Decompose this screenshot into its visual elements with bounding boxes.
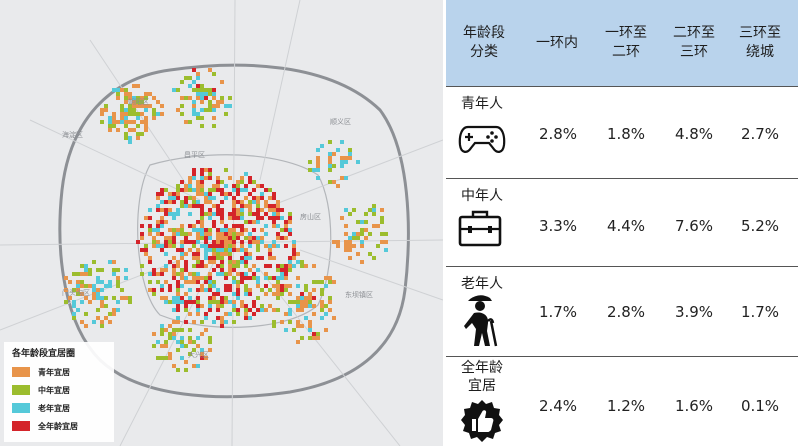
district-label: 大兴区 [188,351,209,359]
row-label: 中年人 [461,188,503,204]
cell-value: 3.3% [538,217,578,235]
gamepad-icon [458,125,506,153]
city-map: 朝阳区 海淀区 顺义区 昌平区 房山区 门头沟区 东坝镇区 大兴区 各年龄段宜居… [0,0,443,446]
third-ring-road [137,154,332,328]
table-header: 年龄段 分类 一环内 一环至 二环 二环至 三环 三环至 绕城 [446,0,798,86]
briefcase-icon [458,210,502,247]
cell-value: 1.8% [606,125,646,143]
outer-ring-road [58,63,410,399]
header-ring-2-3: 二环至 三环 [673,25,715,60]
table-row-middle-age: 中年人 3.3% 4.4% 7.6% 5.2% [446,178,798,266]
elderly-person-icon [464,295,498,347]
cell-value: 3.9% [674,303,714,321]
district-label: 东坝镇区 [345,291,373,299]
legend-item-elderly: 老年宜居 [12,402,70,414]
legend-label: 全年龄宜居 [38,421,78,431]
row-label: 青年人 [461,96,503,112]
cell-value: 1.7% [538,303,578,321]
district-label: 昌平区 [184,151,205,159]
cell-value: 1.2% [606,397,646,415]
cell-value: 1.6% [674,397,714,415]
cell-value: 2.8% [606,303,646,321]
cell-value: 5.2% [740,217,780,235]
row-label: 全年龄 宜居 [461,360,503,394]
district-label: 门头沟区 [62,289,90,297]
cell-value: 2.8% [538,125,578,143]
legend-title: 各年龄段宜居圈 [12,349,76,359]
cell-value: 2.4% [538,397,578,415]
map-canvas [0,0,443,446]
cell-value: 4.4% [606,217,646,235]
table-row-all-ages: 全年龄 宜居 2.4% 1.2% 1.6% 0.1% [446,356,798,447]
district-label: 海淀区 [62,131,83,139]
header-ring-1-2: 一环至 二环 [605,25,647,60]
legend-label: 青年宜居 [38,367,70,377]
thumbs-up-badge-icon [461,400,503,442]
cell-value: 7.6% [674,217,714,235]
map-legend: 各年龄段宜居圈 青年宜居 中年宜居 老年宜居 全年龄宜居 [4,342,114,442]
table-row-youth: 青年人 2.8% 1.8% 4.8% 2.7% [446,86,798,174]
legend-swatch [12,367,30,377]
legend-item-all-ages: 全年龄宜居 [12,420,78,432]
legend-label: 中年宜居 [38,385,70,395]
cell-value: 4.8% [674,125,714,143]
header-age-group: 年龄段 分类 [463,25,505,60]
age-group-table: 年龄段 分类 一环内 一环至 二环 二环至 三环 三环至 绕城 青年人 2.8%… [446,0,798,446]
cell-value: 0.1% [740,397,780,415]
legend-swatch [12,421,30,431]
legend-item-middle-age: 中年宜居 [12,384,70,396]
row-label: 老年人 [461,276,503,292]
livability-cells [64,68,388,372]
header-ring-1: 一环内 [536,35,578,51]
legend-swatch [12,385,30,395]
district-label: 朝阳区 [128,98,149,106]
legend-label: 老年宜居 [38,403,70,413]
cell-value: 1.7% [740,303,780,321]
legend-swatch [12,403,30,413]
header-ring-3-outer: 三环至 绕城 [739,25,781,60]
legend-item-youth: 青年宜居 [12,366,70,378]
district-label: 顺义区 [330,118,351,126]
table-row-elderly: 老年人 1.7% 2.8% 3.9% 1.7% [446,266,798,354]
district-label: 房山区 [300,213,321,221]
cell-value: 2.7% [740,125,780,143]
